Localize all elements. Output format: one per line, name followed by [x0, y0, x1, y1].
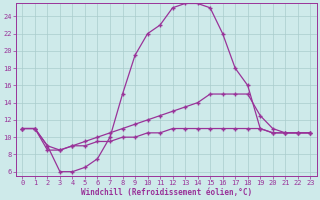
X-axis label: Windchill (Refroidissement éolien,°C): Windchill (Refroidissement éolien,°C) — [81, 188, 252, 197]
